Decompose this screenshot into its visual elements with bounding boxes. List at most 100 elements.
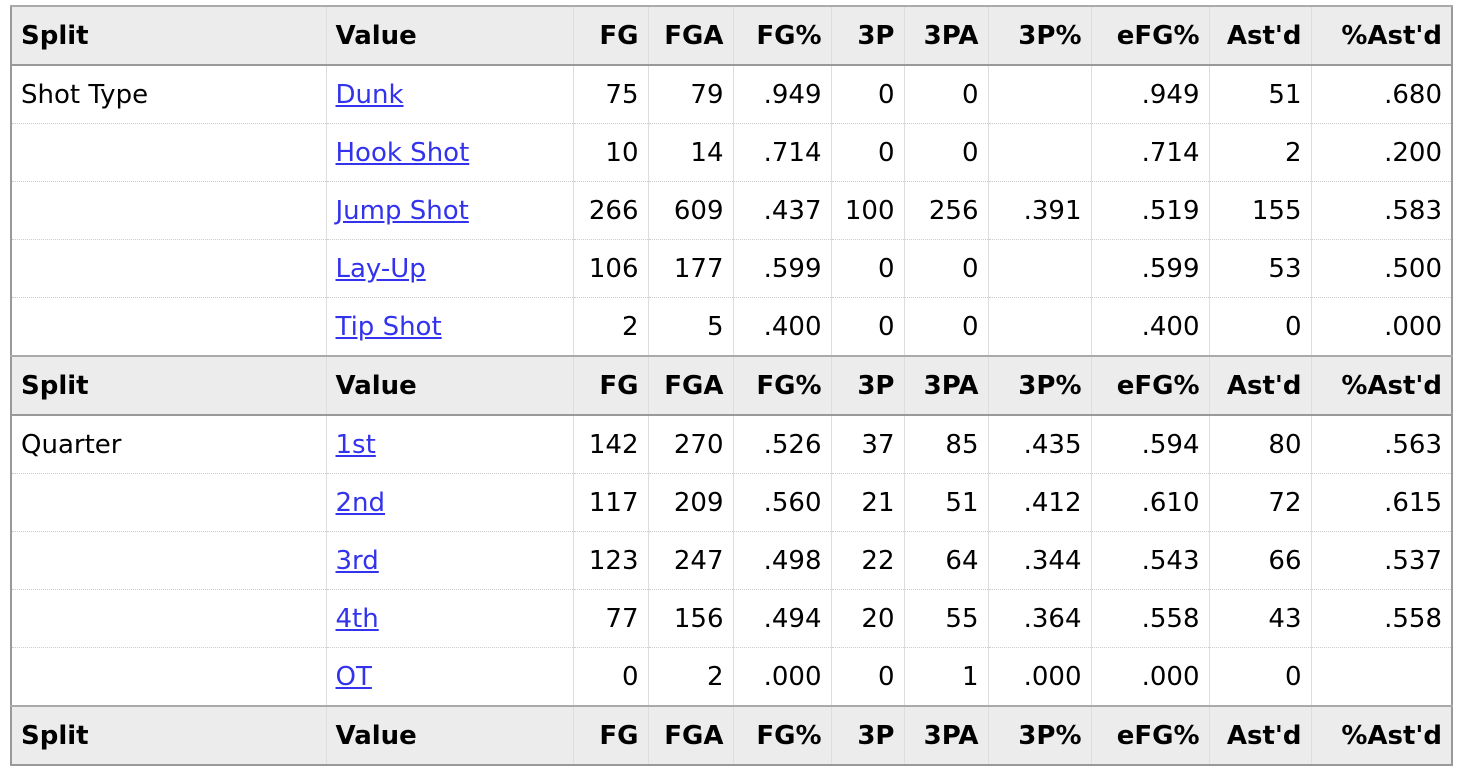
stat-cell: .519 (1091, 181, 1210, 240)
stat-cell: .949 (733, 65, 832, 124)
column-header[interactable]: 3P% (988, 5, 1092, 66)
stat-cell: 0 (831, 123, 905, 182)
stat-cell: 0 (831, 239, 905, 298)
column-header[interactable]: Value (326, 705, 574, 766)
stat-cell: 51 (1209, 65, 1312, 124)
value-link[interactable]: 4th (335, 603, 379, 634)
column-header[interactable]: %Ast'd (1311, 355, 1453, 416)
value-link[interactable]: 2nd (335, 487, 386, 518)
stat-cell: 1 (904, 647, 989, 706)
stat-cell: 0 (831, 297, 905, 356)
value-link[interactable]: Jump Shot (335, 195, 469, 226)
column-header[interactable]: 3P% (988, 355, 1092, 416)
header-row: Split Value FG FGA FG% 3P 3PA 3P% eFG% Ast'd %Ast'… (11, 355, 1453, 416)
column-header[interactable]: 3P% (988, 705, 1092, 766)
column-header[interactable]: %Ast'd (1311, 5, 1453, 66)
column-header[interactable]: 3P (831, 355, 905, 416)
stat-cell: 10 (573, 123, 649, 182)
column-header[interactable]: Split (11, 355, 327, 416)
column-header[interactable]: FG% (733, 705, 832, 766)
stat-cell: 156 (648, 589, 734, 648)
stat-cell: .000 (733, 647, 832, 706)
table-row: Quarter 1st 142 270.526 37 85.435.594 80.563 (11, 415, 1453, 474)
column-header[interactable]: Ast'd (1209, 705, 1312, 766)
column-header[interactable]: Value (326, 5, 574, 66)
column-header[interactable]: Ast'd (1209, 5, 1312, 66)
column-header[interactable]: %Ast'd (1311, 705, 1453, 766)
stat-cell: .000 (1311, 297, 1453, 356)
stat-cell: 100 (831, 181, 905, 240)
value-link[interactable]: OT (335, 661, 372, 692)
stat-cell: 0 (831, 65, 905, 124)
value-cell: 4th (326, 589, 574, 648)
table-row: Shot Type Dunk 75 79.949 0 0.949 51.680 (11, 65, 1453, 124)
stat-cell: .594 (1091, 415, 1210, 474)
stat-cell: 0 (904, 239, 989, 298)
column-header[interactable]: FG% (733, 355, 832, 416)
column-header[interactable]: FG (573, 705, 649, 766)
value-link[interactable]: 3rd (335, 545, 379, 576)
column-header[interactable]: FG (573, 355, 649, 416)
split-cell (11, 473, 327, 532)
value-link[interactable]: Dunk (335, 79, 404, 110)
split-cell (11, 297, 327, 356)
stat-cell: .435 (988, 415, 1092, 474)
value-cell: Lay-Up (326, 239, 574, 298)
stat-cell: .714 (1091, 123, 1210, 182)
stat-cell: .563 (1311, 415, 1453, 474)
stat-cell: 123 (573, 531, 649, 590)
header-row: Split Value FG FGA FG% 3P 3PA 3P% eFG% Ast'd %Ast'… (11, 5, 1453, 66)
column-header[interactable]: FG% (733, 5, 832, 66)
stat-cell: .400 (733, 297, 832, 356)
column-header[interactable]: eFG% (1091, 5, 1210, 66)
column-header[interactable]: FGA (648, 5, 734, 66)
stat-cell: 0 (573, 647, 649, 706)
header-row: Split Value FG FGA FG% 3P 3PA 3P% eFG% Ast'd %Ast'… (11, 705, 1453, 766)
value-cell: 3rd (326, 531, 574, 590)
stat-cell: .949 (1091, 65, 1210, 124)
stat-cell: .344 (988, 531, 1092, 590)
stat-cell (988, 65, 1092, 124)
stat-cell: .599 (1091, 239, 1210, 298)
stat-cell: 247 (648, 531, 734, 590)
column-header[interactable]: 3PA (904, 355, 989, 416)
column-header[interactable]: FG (573, 5, 649, 66)
table-row: 4th 77 156.494 20 55.364.558 43.558 (11, 589, 1453, 648)
stat-cell: 2 (1209, 123, 1312, 182)
column-header[interactable]: 3PA (904, 5, 989, 66)
stat-cell: .558 (1091, 589, 1210, 648)
column-header[interactable]: FGA (648, 705, 734, 766)
column-header[interactable]: Value (326, 355, 574, 416)
stat-cell: 64 (904, 531, 989, 590)
stat-cell: 37 (831, 415, 905, 474)
stat-cell: .526 (733, 415, 832, 474)
stat-cell: .583 (1311, 181, 1453, 240)
stat-cell: 20 (831, 589, 905, 648)
column-header[interactable]: Split (11, 705, 327, 766)
stat-cell: .714 (733, 123, 832, 182)
stat-cell: 155 (1209, 181, 1312, 240)
column-header[interactable]: Split (11, 5, 327, 66)
split-cell (11, 589, 327, 648)
value-link[interactable]: Tip Shot (335, 311, 442, 342)
column-header[interactable]: Ast'd (1209, 355, 1312, 416)
column-header[interactable]: FGA (648, 355, 734, 416)
stat-cell: 609 (648, 181, 734, 240)
stat-cell (988, 123, 1092, 182)
column-header[interactable]: eFG% (1091, 705, 1210, 766)
stat-cell (988, 239, 1092, 298)
column-header[interactable]: 3P (831, 705, 905, 766)
stat-cell: 79 (648, 65, 734, 124)
value-link[interactable]: 1st (335, 429, 376, 460)
value-link[interactable]: Lay-Up (335, 253, 426, 284)
stat-cell: 51 (904, 473, 989, 532)
table-row: 2nd 117 209.560 21 51.412.610 72.615 (11, 473, 1453, 532)
stat-cell: 43 (1209, 589, 1312, 648)
column-header[interactable]: eFG% (1091, 355, 1210, 416)
stat-cell: .000 (988, 647, 1092, 706)
column-header[interactable]: 3P (831, 5, 905, 66)
value-link[interactable]: Hook Shot (335, 137, 470, 168)
stat-cell: 85 (904, 415, 989, 474)
stat-cell: .494 (733, 589, 832, 648)
column-header[interactable]: 3PA (904, 705, 989, 766)
